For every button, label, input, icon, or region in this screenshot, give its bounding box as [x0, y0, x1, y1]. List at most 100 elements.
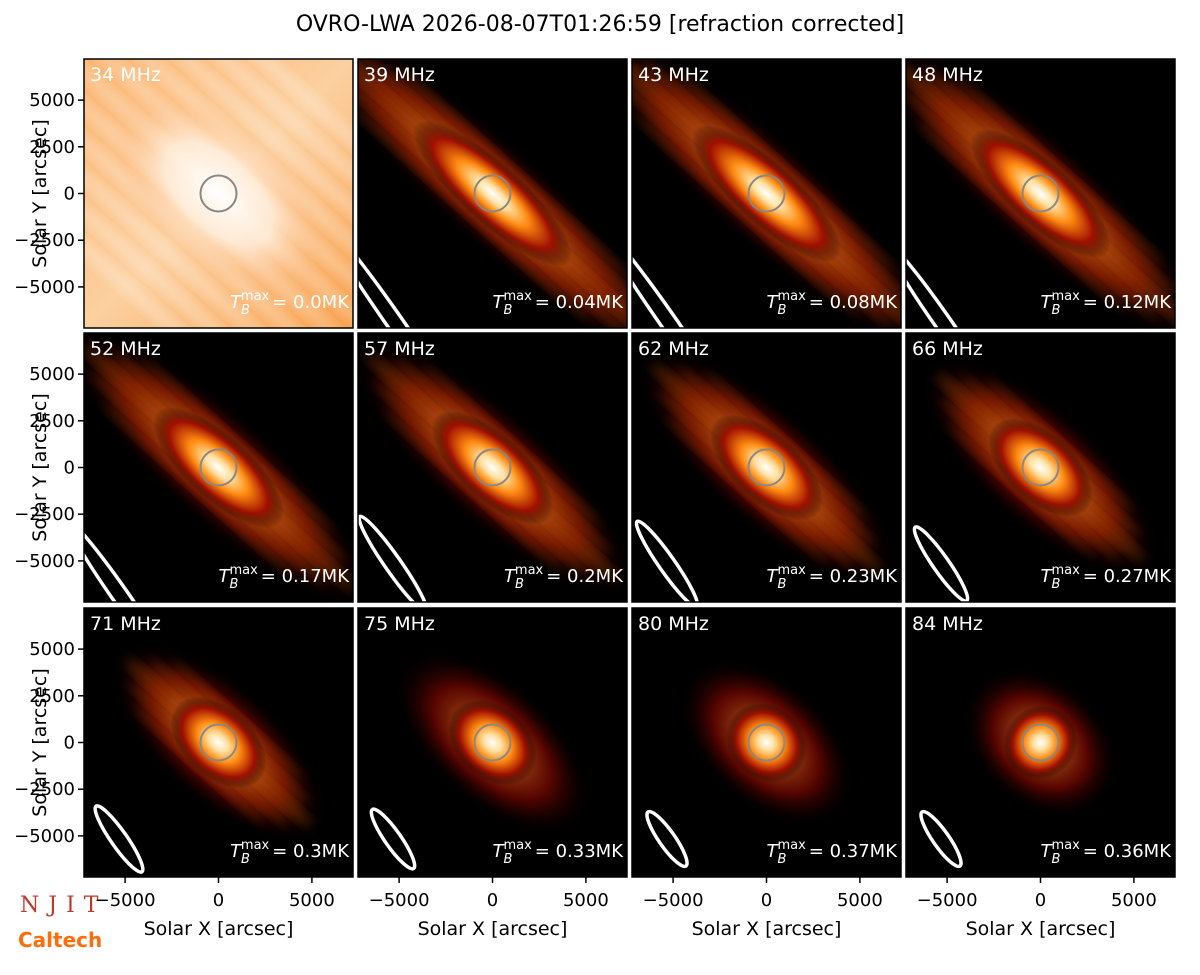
y-tick-label: 2500: [29, 137, 75, 158]
image-core: [413, 120, 572, 267]
solar-disk: [747, 448, 786, 487]
solar-disk: [199, 723, 238, 762]
panel-label: 66 MHz: [912, 338, 983, 360]
solar-disk: [473, 448, 512, 487]
x-tick-label: 0: [1035, 890, 1046, 911]
tmax-label: TBmax = 0.36MK: [1041, 838, 1173, 867]
tb-sup: max: [229, 563, 258, 578]
panel-label: 57 MHz: [364, 338, 435, 360]
tb-symbol: T: [1041, 566, 1054, 587]
tb-symbol: T: [767, 292, 780, 313]
title: OVRO-LWA 2026-08-07T01:26:59 [refraction…: [296, 12, 904, 37]
panel-label: 75 MHz: [364, 613, 435, 635]
tb-sup: max: [1051, 838, 1080, 853]
tb-sub: B: [778, 577, 787, 592]
tmax-value: = 0.33MK: [535, 841, 624, 862]
y-axis-label: Solar Y [arcsec]: [29, 393, 51, 541]
solar-disk: [747, 174, 786, 213]
panel: [632, 59, 901, 328]
tb-sup: max: [777, 838, 806, 853]
panel: [906, 59, 1175, 328]
tb-sub: B: [230, 577, 239, 592]
image-core: [970, 128, 1111, 259]
y-tick-label: 5000: [29, 639, 75, 660]
tmax-label: TBmax = 0.17MK: [219, 563, 351, 592]
tb-sup: max: [241, 289, 270, 304]
solar-disk: [1021, 174, 1060, 213]
beam: [358, 514, 429, 602]
image-core: [691, 124, 842, 263]
panel-label: 52 MHz: [90, 338, 161, 360]
solar-disk: [1021, 448, 1060, 487]
tb-sub: B: [1052, 303, 1061, 318]
panel-frame: [357, 332, 628, 603]
panel-label: 84 MHz: [912, 613, 983, 635]
tb-sup: max: [503, 838, 532, 853]
panel-label: 62 MHz: [638, 338, 709, 360]
image-core: [726, 702, 807, 783]
panel: [84, 59, 353, 328]
image-core: [152, 406, 285, 529]
x-tick-label: 5000: [563, 890, 609, 911]
solar-disk: [747, 723, 786, 762]
panel-frame: [905, 332, 1176, 603]
image-stripe: [84, 77, 353, 328]
caltech-logo: Caltech: [18, 928, 102, 952]
beam: [369, 807, 417, 871]
tb-symbol: T: [493, 292, 506, 313]
tb-sup: max: [1051, 289, 1080, 304]
beam: [632, 223, 736, 328]
tb-sup: max: [777, 289, 806, 304]
x-tick-label: 0: [213, 890, 224, 911]
y-tick-label: 0: [64, 458, 75, 479]
tb-symbol: T: [219, 566, 232, 587]
beam: [84, 518, 173, 602]
solar-disk: [199, 174, 238, 213]
panel: [358, 608, 627, 877]
panel: [906, 333, 1175, 602]
tmax-value: = 0.23MK: [809, 566, 898, 587]
x-tick-label: 0: [761, 890, 772, 911]
image-core: [448, 699, 537, 786]
image-stripe: [84, 116, 325, 328]
tmax-value: = 0.36MK: [1083, 841, 1172, 862]
tb-symbol: T: [767, 841, 780, 862]
tmax-value: = 0.17MK: [261, 566, 350, 587]
tb-sup: max: [241, 838, 270, 853]
panel: [358, 59, 627, 328]
image-core: [709, 414, 824, 521]
tmax-label: TBmax = 0.0MK: [230, 289, 350, 318]
tb-sub: B: [778, 852, 787, 867]
tb-symbol: T: [493, 841, 506, 862]
image-core: [111, 92, 326, 295]
panel-frame: [905, 58, 1176, 329]
y-tick-label: 5000: [29, 364, 75, 385]
tb-sub: B: [1052, 852, 1061, 867]
tb-symbol: T: [767, 566, 780, 587]
tmax-value: = 0.08MK: [809, 292, 898, 313]
x-tick-label: 0: [487, 890, 498, 911]
tb-sub: B: [504, 852, 513, 867]
tb-sup: max: [503, 289, 532, 304]
tb-symbol: T: [1041, 841, 1054, 862]
x-axis-label: Solar X [arcsec]: [966, 918, 1116, 940]
image-stripe: [84, 59, 353, 310]
tb-sub: B: [241, 303, 250, 318]
njit-logo: NJIT: [20, 893, 107, 918]
y-tick-label: 0: [64, 184, 75, 205]
panel-label: 80 MHz: [638, 613, 709, 635]
beam: [919, 809, 963, 869]
tb-symbol: T: [230, 841, 243, 862]
panel-label: 34 MHz: [90, 64, 161, 86]
panel: [906, 608, 1175, 877]
tmax-label: TBmax = 0.27MK: [1041, 563, 1173, 592]
tb-sup: max: [777, 563, 806, 578]
y-tick-label: −2500: [14, 504, 75, 525]
tb-sub: B: [1052, 577, 1061, 592]
y-tick-label: 5000: [29, 90, 75, 111]
tmax-label: TBmax = 0.33MK: [493, 838, 625, 867]
panel-frame: [631, 58, 902, 329]
image-core: [170, 696, 267, 789]
x-tick-label: −5000: [643, 890, 704, 911]
tb-sup: max: [515, 563, 544, 578]
